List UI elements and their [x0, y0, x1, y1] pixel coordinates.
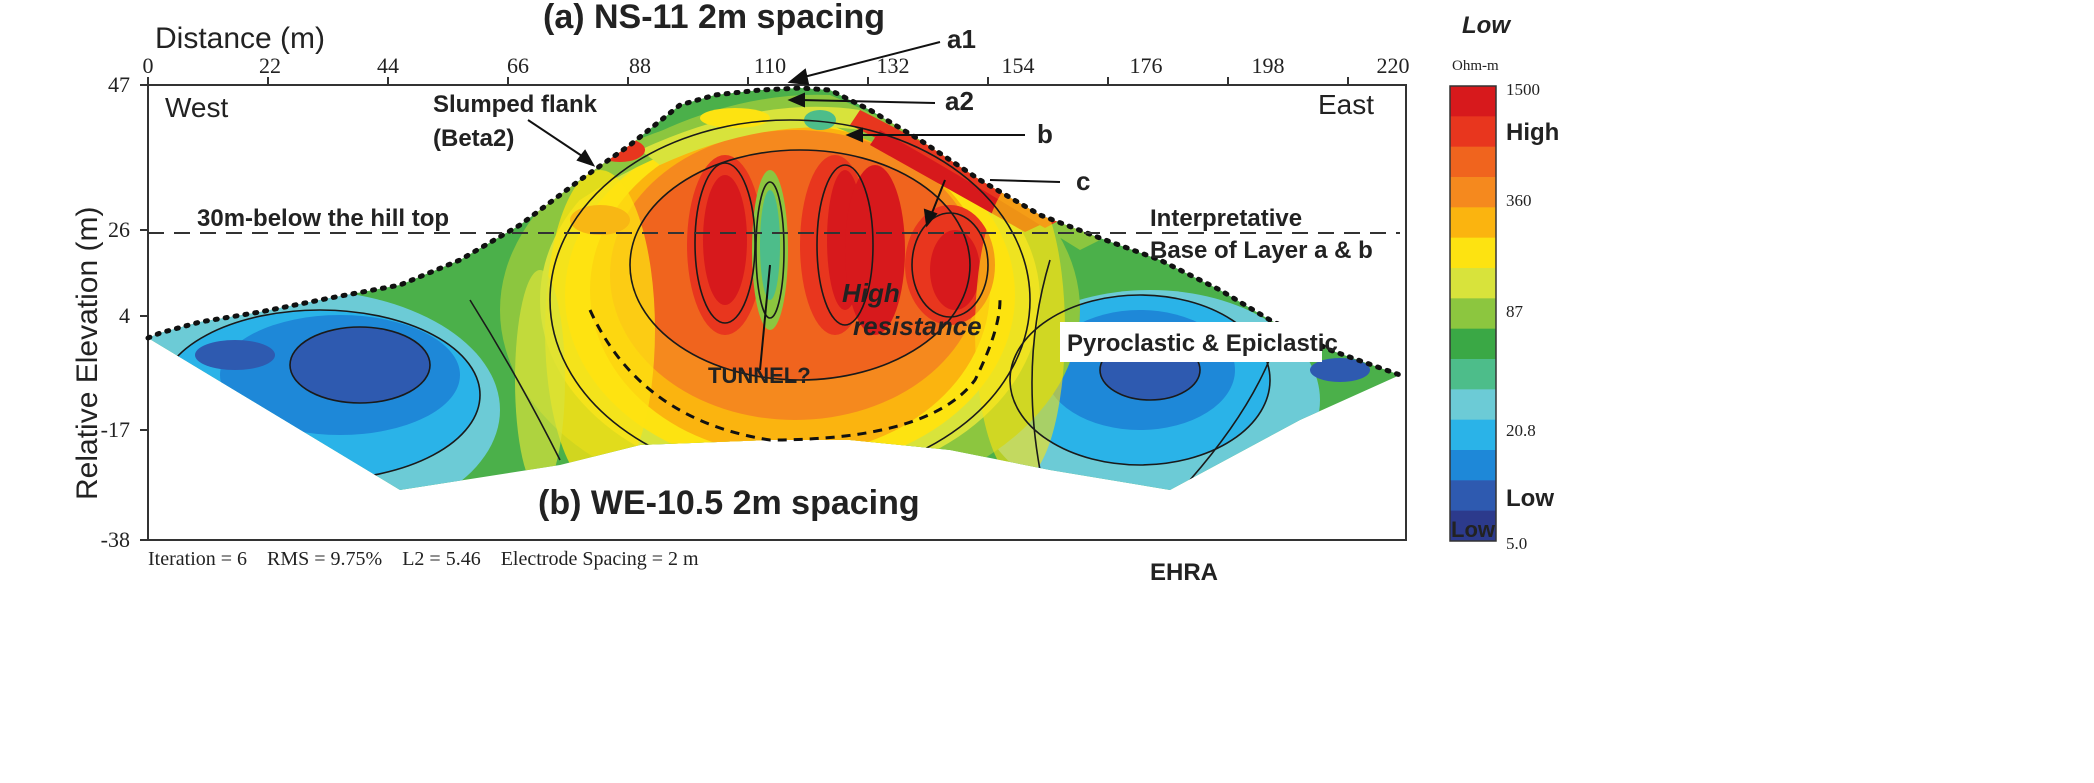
label-slumped-flank: Slumped flank	[433, 91, 598, 118]
x-tick-22: 22	[259, 53, 281, 78]
x-tick-66: 66	[507, 53, 529, 78]
colorbar-swatch	[1450, 359, 1496, 390]
colorbar-frame	[1449, 85, 1497, 542]
high-resistance-boundary	[588, 299, 1002, 442]
label-b: b	[1037, 119, 1053, 149]
label-pyroclastic: Pyroclastic & Epiclastic	[1067, 330, 1338, 357]
colorbar-low-label: Low	[1506, 485, 1554, 512]
x-tick-labels: 0 22 44 66 88 110 132 154 176 198 220	[143, 53, 1410, 78]
colorbar-swatch	[1450, 86, 1496, 117]
x-tick-176: 176	[1130, 53, 1163, 78]
electrode-line	[145, 85, 1403, 378]
y-tick-minus17: -17	[101, 417, 130, 442]
x-tick-154: 154	[1002, 53, 1035, 78]
colorbar-tick-5: 5.0	[1506, 534, 1527, 553]
y-tick-26: 26	[108, 217, 130, 242]
y-tick-labels: 47 26 4 -17 -38	[101, 72, 130, 552]
colorbar-swatch	[1450, 510, 1496, 542]
x-tick-198: 198	[1252, 53, 1285, 78]
x-tick-220: 220	[1377, 53, 1410, 78]
colorbar-top-label: Low	[1462, 12, 1511, 39]
colorbar-swatch	[1450, 207, 1496, 239]
colorbar-tick-87: 87	[1506, 302, 1524, 321]
colorbar-swatch	[1450, 480, 1496, 512]
axis-ticks	[140, 77, 1349, 541]
label-base-of-layer: Base of Layer a & b	[1150, 237, 1373, 264]
label-high: High	[842, 278, 900, 308]
label-interpretative: Interpretative	[1150, 205, 1302, 232]
plot-frame	[147, 84, 1407, 541]
colorbar-tick-360: 360	[1506, 191, 1532, 210]
colorbar-swatch	[1450, 328, 1496, 360]
colorbar-unit: Ohm-m	[1452, 58, 1499, 74]
x-tick-88: 88	[629, 53, 651, 78]
colorbar-swatches	[1450, 86, 1496, 542]
x-tick-0: 0	[143, 53, 154, 78]
colorbar-swatch	[1450, 298, 1496, 330]
label-west: West	[165, 92, 228, 123]
label-tunnel: TUNNEL?	[708, 363, 811, 388]
x-tick-44: 44	[377, 53, 399, 78]
inversion-stats: Iteration = 6 RMS = 9.75% L2 = 5.46 Elec…	[148, 548, 699, 570]
colorbar-swatch	[1450, 268, 1496, 299]
colorbar-swatch	[1450, 116, 1496, 148]
label-east: East	[1318, 89, 1374, 120]
y-tick-47: 47	[108, 72, 130, 97]
colorbar-swatch	[1450, 146, 1496, 178]
label-beta2: (Beta2)	[433, 125, 514, 152]
colorbar-low-inside: Low	[1451, 517, 1496, 542]
colorbar-swatch	[1450, 237, 1496, 269]
y-tick-minus38: -38	[101, 527, 130, 552]
colorbar-swatch	[1450, 389, 1496, 421]
label-resistance: resistance	[853, 311, 982, 341]
colorbar-swatch	[1450, 177, 1496, 208]
x-axis-title: Distance (m)	[155, 22, 325, 55]
colorbar-swatch	[1450, 450, 1496, 481]
label-hilltop: 30m-below the hill top	[197, 205, 449, 232]
colorbar-high-label: High	[1506, 119, 1559, 146]
colorbar-tick-1500: 1500	[1506, 80, 1540, 99]
label-c: c	[1076, 166, 1090, 196]
y-axis-title: Relative Elevation (m)	[71, 207, 104, 500]
label-a2: a2	[945, 86, 974, 116]
top-title: (a) NS-11 2m spacing	[543, 0, 885, 36]
colorbar-tick-20-8: 20.8	[1506, 421, 1536, 440]
label-a1: a1	[947, 24, 976, 54]
colorbar-swatch	[1450, 419, 1496, 451]
bottom-title: (b) WE-10.5 2m spacing	[538, 484, 920, 522]
colorbar: Low Ohm-m 1500 High 360 87 20.8 Low Low …	[1449, 12, 1559, 553]
annotation-arrows	[527, 41, 1061, 371]
credit-ehra: EHRA	[1150, 559, 1218, 586]
pyroclastic-label-bg	[1060, 322, 1322, 362]
y-tick-4: 4	[119, 303, 130, 328]
x-tick-110: 110	[754, 53, 786, 78]
